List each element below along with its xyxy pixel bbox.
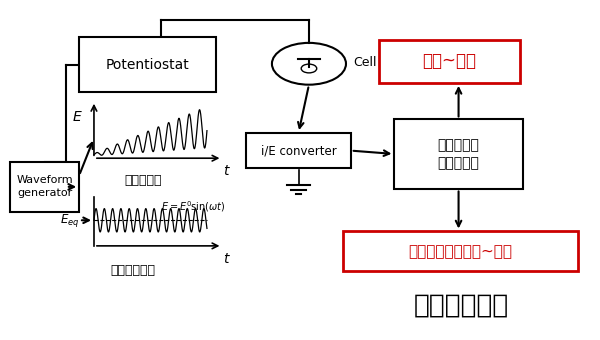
Text: $E$: $E$ bbox=[73, 110, 83, 124]
FancyBboxPatch shape bbox=[394, 119, 523, 189]
Text: Cell: Cell bbox=[353, 55, 377, 69]
Text: $t$: $t$ bbox=[223, 252, 231, 266]
FancyBboxPatch shape bbox=[79, 37, 217, 92]
Text: $E=E^0\sin(\omega t)$: $E=E^0\sin(\omega t)$ bbox=[161, 200, 225, 215]
Text: 阻抗模量、相位角~频率: 阻抗模量、相位角~频率 bbox=[409, 244, 512, 259]
FancyBboxPatch shape bbox=[379, 40, 520, 83]
FancyBboxPatch shape bbox=[343, 232, 578, 271]
Text: $E_{eq}$: $E_{eq}$ bbox=[59, 212, 79, 229]
Text: i/E converter: i/E converter bbox=[260, 144, 337, 157]
Text: Waveform
generator: Waveform generator bbox=[16, 175, 73, 199]
Text: 阻抗~频率: 阻抗~频率 bbox=[422, 52, 476, 70]
Text: 交流伏安法: 交流伏安法 bbox=[124, 174, 161, 187]
Text: Potentiostat: Potentiostat bbox=[106, 57, 190, 72]
Text: $t$: $t$ bbox=[223, 164, 231, 178]
Text: 阻抗测量技术: 阻抗测量技术 bbox=[413, 292, 509, 318]
FancyBboxPatch shape bbox=[10, 162, 79, 212]
Text: 锁相放大器
频谱分析仪: 锁相放大器 频谱分析仪 bbox=[437, 138, 479, 170]
FancyBboxPatch shape bbox=[246, 133, 351, 168]
Text: 电化学阻抗法: 电化学阻抗法 bbox=[110, 265, 155, 277]
